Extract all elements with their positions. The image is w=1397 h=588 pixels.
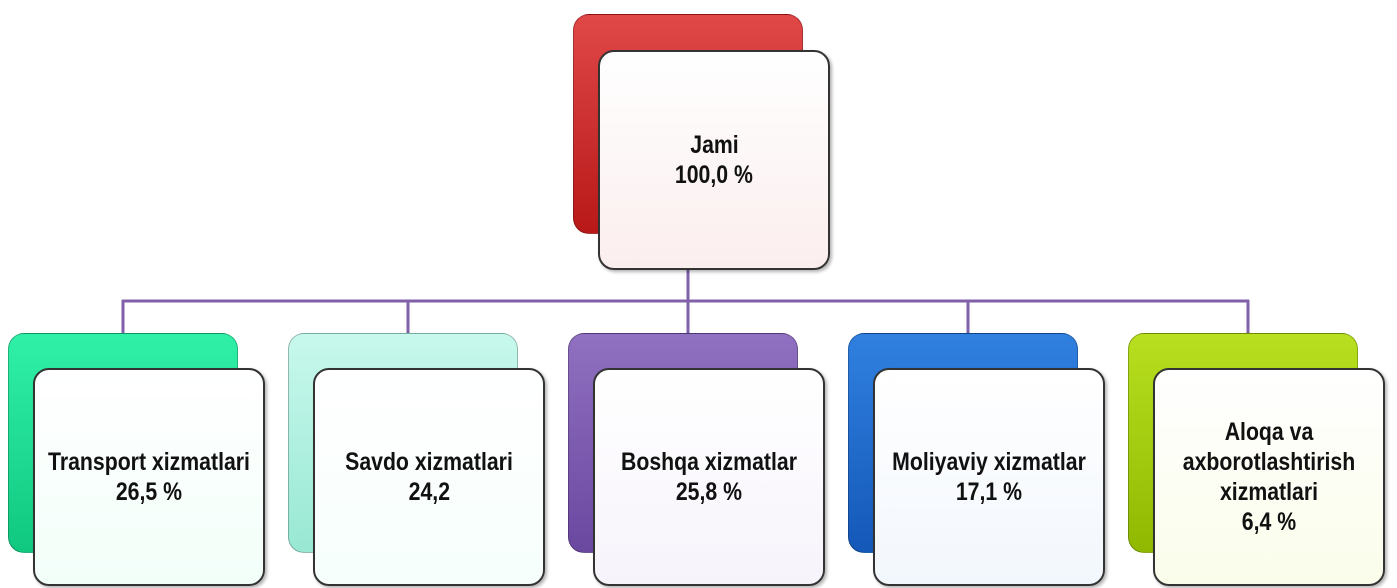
node-label: Savdo xizmatlari <box>345 448 513 476</box>
node-value: 26,5 % <box>115 478 183 506</box>
node-value: 24,2 <box>408 478 450 506</box>
node-value: 100,0 % <box>675 161 753 189</box>
node-label: Boshqa xizmatlar <box>621 448 797 476</box>
node-value: 6,4 % <box>1241 508 1297 536</box>
node-label: Moliyaviy xizmatlar <box>892 448 1086 476</box>
child-node: Transport xizmatlari 26,5 % <box>33 368 265 586</box>
root-node: Jami 100,0 % <box>598 50 830 270</box>
child-node: Savdo xizmatlari 24,2 <box>313 368 545 586</box>
child-node: Moliyaviy xizmatlar 17,1 % <box>873 368 1105 586</box>
node-label: Transport xizmatlari <box>48 448 250 476</box>
node-label: Aloqa va axborotlashtirish xizmatlari <box>1182 418 1356 506</box>
node-value: 25,8 % <box>675 478 743 506</box>
node-label: Jami <box>689 131 739 159</box>
child-node: Aloqa va axborotlashtirish xizmatlari 6,4… <box>1153 368 1385 586</box>
child-node: Boshqa xizmatlar 25,8 % <box>593 368 825 586</box>
node-value: 17,1 % <box>955 478 1023 506</box>
